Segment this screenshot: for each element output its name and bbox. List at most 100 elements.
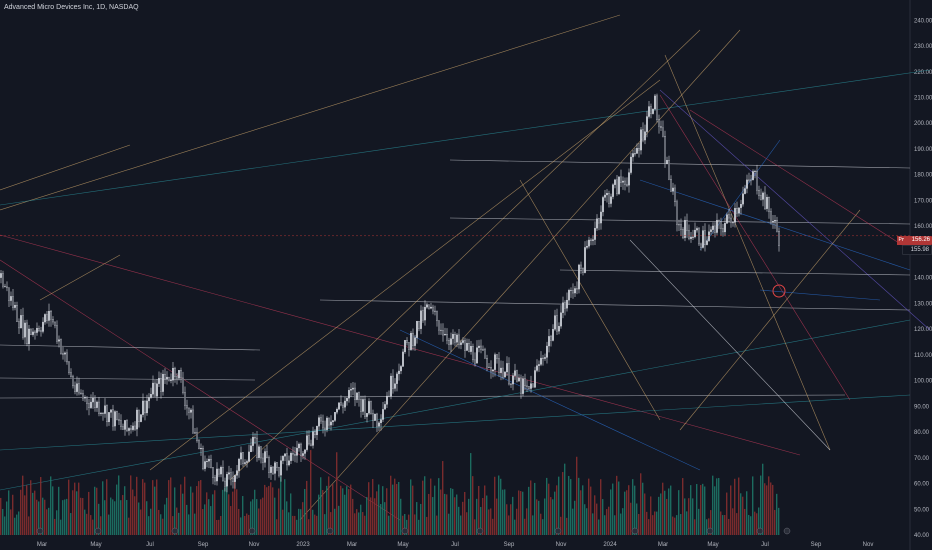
candle-body	[592, 239, 594, 241]
prev-label-badge: Prv	[896, 236, 908, 245]
volume-bar	[218, 519, 220, 535]
volume-bar	[460, 515, 462, 535]
candle-body	[576, 288, 578, 290]
candle-body	[238, 458, 240, 471]
x-tick-label: Sep	[504, 542, 515, 548]
candle-body	[742, 193, 744, 205]
volume-bar	[284, 479, 286, 535]
trend-line	[559, 269, 911, 276]
volume-bar	[248, 514, 250, 535]
candle-body	[362, 399, 364, 412]
volume-bar	[386, 488, 388, 535]
earnings-badge	[706, 527, 714, 535]
volume-bar	[512, 496, 514, 535]
volume-bar	[408, 514, 410, 535]
candle-body	[68, 361, 70, 373]
candle-body	[692, 236, 694, 238]
candle-body	[638, 148, 640, 151]
candle-body	[620, 176, 622, 183]
candle-body	[128, 428, 130, 431]
candle-body	[158, 378, 160, 384]
candle-body	[588, 239, 590, 247]
candle-body	[186, 405, 188, 409]
volume-bar	[608, 506, 610, 535]
candle-body	[570, 290, 572, 292]
volume-bar	[36, 499, 38, 535]
volume-bar	[696, 484, 698, 535]
volume-bar	[106, 479, 108, 535]
x-tick-label: Mar	[347, 542, 357, 548]
volume-bar	[412, 485, 414, 535]
candle-body	[8, 287, 10, 301]
candle-body	[56, 325, 58, 342]
volume-bar	[580, 490, 582, 535]
volume-bar	[434, 485, 436, 535]
volume-bar	[226, 475, 228, 535]
volume-bar	[170, 477, 172, 535]
candle-body	[474, 359, 476, 364]
candle-body	[628, 172, 630, 186]
volume-bar	[648, 519, 650, 535]
trend-line	[664, 54, 831, 451]
candle-body	[414, 337, 416, 346]
volume-bar	[370, 497, 372, 535]
candle-body	[272, 466, 274, 474]
marker-circle	[772, 284, 786, 298]
volume-bar	[482, 498, 484, 535]
volume-bar	[294, 515, 296, 535]
volume-bar	[514, 519, 516, 535]
candle-body	[644, 131, 646, 141]
candle-body	[22, 315, 24, 338]
volume-bar	[158, 509, 160, 535]
candle-body	[420, 310, 422, 329]
volume-bar	[112, 499, 114, 535]
volume-bar	[32, 492, 34, 535]
candle-body	[148, 397, 150, 402]
volume-bar	[4, 516, 6, 535]
volume-bar	[90, 515, 92, 535]
trend-line	[629, 239, 831, 451]
candle-body	[594, 228, 596, 240]
candle-body	[24, 322, 26, 338]
volume-bar	[114, 501, 116, 535]
volume-bar	[76, 491, 78, 535]
volume-bar	[304, 488, 306, 535]
volume-bar	[320, 477, 322, 535]
candle-body	[536, 365, 538, 371]
candle-body	[460, 342, 462, 345]
volume-bar	[72, 490, 74, 535]
candle-body	[168, 376, 170, 381]
candle-body	[472, 346, 474, 361]
volume-bar	[322, 490, 324, 535]
volume-bar	[312, 509, 314, 535]
volume-bar	[116, 484, 118, 535]
candle-body	[580, 264, 582, 269]
volume-bar	[776, 493, 778, 535]
candle-body	[216, 468, 218, 482]
candle-body	[0, 273, 2, 278]
volume-bar	[576, 456, 578, 535]
candle-body	[292, 453, 294, 455]
candle-body	[226, 473, 228, 487]
candle-body	[178, 370, 180, 379]
volume-bar	[94, 486, 96, 535]
chart-title: Advanced Micro Devices Inc, 1D, NASDAQ	[4, 4, 139, 11]
candle-body	[640, 129, 642, 151]
volume-bar	[260, 499, 262, 535]
candle-body	[86, 397, 88, 404]
earnings-badge	[554, 527, 562, 535]
candle-body	[706, 240, 708, 245]
volume-bar	[538, 500, 540, 535]
volume-bar	[730, 485, 732, 535]
volume-bar	[410, 479, 412, 535]
earnings-badge	[401, 527, 409, 535]
trend-line	[449, 217, 911, 225]
trend-line	[659, 94, 851, 401]
candle-body	[632, 153, 634, 158]
volume-bar	[742, 496, 744, 535]
candle-body	[726, 214, 728, 224]
candle-body	[156, 383, 158, 397]
volume-bar	[418, 519, 420, 535]
